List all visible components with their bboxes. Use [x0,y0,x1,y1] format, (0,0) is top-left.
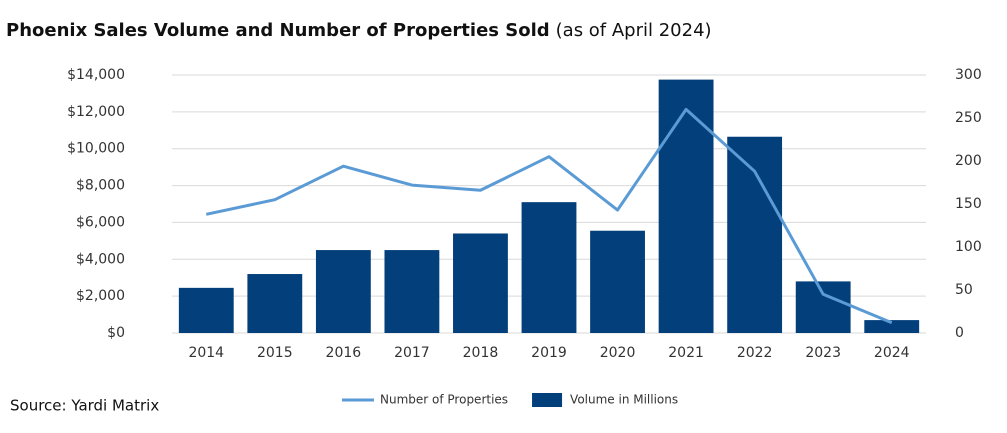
y-tick-label: $2,000 [76,288,125,304]
bar [521,202,577,333]
y2-tick-label: 100 [955,239,982,255]
y-tick-label: $14,000 [67,67,125,83]
y-tick-label: $0 [107,325,125,341]
y2-tick-label: 200 [955,153,982,169]
x-tick-label: 2024 [874,345,910,361]
x-tick-label: 2017 [394,345,430,361]
bar [658,79,714,333]
bar [453,233,508,333]
bar [864,320,920,333]
y-tick-label: $10,000 [67,141,125,157]
y-tick-label: $8,000 [76,178,125,194]
bar [178,287,234,333]
y2-tick-label: 0 [955,325,964,341]
legend-label: Number of Properties [380,393,508,407]
bar [795,281,851,333]
chart-title: Phoenix Sales Volume and Number of Prope… [6,20,550,41]
x-tick-label: 2016 [326,345,362,361]
x-tick-label: 2020 [600,345,636,361]
legend-label: Volume in Millions [570,393,678,407]
bar [384,250,440,333]
y2-tick-label: 300 [955,67,982,83]
bar [727,136,783,333]
x-tick-label: 2019 [531,345,567,361]
y2-tick-label: 250 [955,110,982,126]
source: Source: Yardi Matrix [10,397,159,415]
x-tick-label: 2022 [737,345,773,361]
bar [247,274,303,333]
bar [590,230,645,333]
x-tick-label: 2014 [188,345,224,361]
y-tick-label: $4,000 [76,251,125,267]
bar [315,250,371,333]
y-tick-label: $6,000 [76,214,125,230]
chart-subtitle: (as of April 2024) [556,20,712,41]
x-tick-label: 2018 [463,345,499,361]
y2-tick-label: 50 [955,282,973,298]
x-tick-label: 2023 [805,345,841,361]
legend-swatch [532,393,563,407]
y2-tick-label: 150 [955,196,982,212]
x-tick-label: 2015 [257,345,293,361]
x-tick-label: 2021 [668,345,704,361]
y-tick-label: $12,000 [67,104,125,120]
line [205,107,893,325]
